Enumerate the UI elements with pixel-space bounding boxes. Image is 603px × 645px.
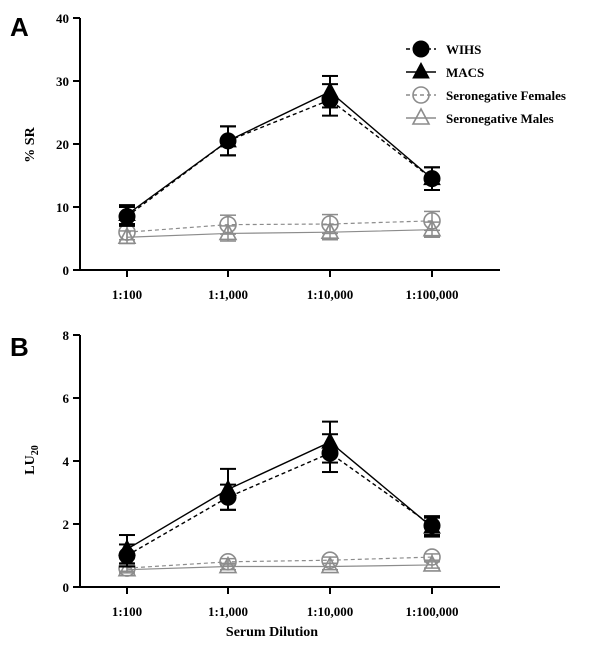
panel-a-x-tick-label: 1:10,000 — [307, 287, 354, 302]
panel-b-macs-point — [423, 517, 441, 534]
panel-a-macs-point — [423, 168, 441, 186]
panel-b: B LU20 0 2 4 6 8 1:100 1:1,000 1:10,000 1:100,00… — [10, 328, 500, 640]
panel-b-seronegative-males-point — [117, 558, 137, 577]
legend-macs-marker — [412, 61, 430, 79]
panel-b-y-tick-label: 4 — [63, 454, 70, 469]
x-axis-title: Serum Dilution — [226, 625, 318, 640]
panel-b-macs-point — [118, 539, 136, 556]
panel-b-y-tick-label: 6 — [63, 391, 70, 406]
panel-b-seronegative-males-point — [218, 555, 238, 574]
panel-b-y-axis-title: LU20 — [23, 445, 41, 474]
panel-b-macs-line — [126, 441, 433, 550]
panel-b-plot: 0 2 4 6 8 1:100 1:1,000 1:10,000 1:100,000 — [63, 328, 500, 619]
panel-a-seronegative-females-line — [126, 220, 433, 233]
legend-seronegative-males-label: Seronegative Males — [446, 111, 554, 126]
panel-b-y-axis-title-main: LU — [23, 455, 38, 474]
legend-seronegative-males-marker — [411, 107, 431, 125]
panel-b-x-tick-label: 1:1,000 — [208, 604, 248, 619]
panel-a-series-macs — [118, 74, 441, 226]
panel-b-macs-point — [321, 432, 339, 449]
panel-b-seronegative-males-point — [320, 555, 340, 574]
panel-a-plot: 0 10 20 30 40 1:100 1:1,000 1:10,000 1:100,000 — [56, 11, 500, 302]
panel-a-macs-point — [118, 204, 136, 222]
panel-b-macs-point — [219, 479, 237, 496]
panel-a-y-tick-label: 0 — [63, 263, 70, 278]
panel-b-series-seronegative-females — [118, 548, 441, 577]
panel-a-seronegative-males-point — [117, 226, 137, 245]
panel-a-macs-point — [321, 81, 339, 99]
panel-b-series-macs — [118, 420, 441, 565]
panel-b-series-wihs — [118, 433, 441, 568]
panel-b-y-tick-label: 0 — [63, 580, 70, 595]
panel-a-letter: A — [10, 12, 29, 42]
panel-b-seronegative-males-line — [126, 564, 433, 571]
panel-b-x-tick-label: 1:100 — [112, 604, 142, 619]
panel-a-macs-point — [219, 130, 237, 148]
legend-wihs-marker — [412, 40, 430, 58]
panel-a-y-axis-title: % SR — [23, 126, 38, 162]
panel-a-seronegative-males-point — [422, 218, 442, 237]
panel-b-seronegative-females-line — [126, 556, 433, 569]
panel-a-y-tick-label: 40 — [56, 11, 69, 26]
panel-b-y-axis-title-sub: 20 — [30, 445, 41, 455]
panel-a-seronegative-males-line — [126, 229, 433, 238]
panel-a-x-tick-label: 1:100 — [112, 287, 142, 302]
panel-b-x-tick-label: 1:100,000 — [405, 604, 458, 619]
panel-a-y-tick-label: 20 — [56, 137, 69, 152]
panel-b-y-tick-label: 2 — [63, 517, 70, 532]
panel-a-macs-line — [126, 90, 433, 216]
panel-a-x-tick-label: 1:100,000 — [405, 287, 458, 302]
panel-a-wihs-line — [126, 99, 433, 218]
legend-macs-label: MACS — [446, 65, 484, 80]
legend-wihs-label: WIHS — [446, 42, 481, 57]
panel-a-seronegative-males-point — [218, 222, 238, 241]
panel-b-seronegative-males-point — [422, 554, 442, 572]
panel-a-y-tick-label: 10 — [56, 200, 69, 215]
panel-b-wihs-line — [126, 452, 433, 557]
legend: WIHS MACS Seronegative Females Seronegative… — [406, 40, 566, 126]
legend-seronegative-females-marker — [412, 86, 430, 104]
panel-a-series-seronegative-males — [117, 218, 442, 245]
panel-a-seronegative-males-point — [320, 221, 340, 239]
legend-seronegative-females-label: Seronegative Females — [446, 88, 566, 103]
panel-a-y-tick-label: 30 — [56, 74, 69, 89]
panel-b-series-seronegative-males — [117, 554, 442, 577]
panel-a: A % SR 0 10 20 30 40 1:100 1:1,000 1:10,000 1:10… — [10, 11, 566, 302]
panel-b-y-tick-label: 8 — [63, 328, 70, 343]
panel-a-x-tick-label: 1:1,000 — [208, 287, 248, 302]
panel-b-letter: B — [10, 332, 29, 362]
panel-b-x-tick-label: 1:10,000 — [307, 604, 354, 619]
panel-a-series-wihs — [118, 83, 441, 227]
